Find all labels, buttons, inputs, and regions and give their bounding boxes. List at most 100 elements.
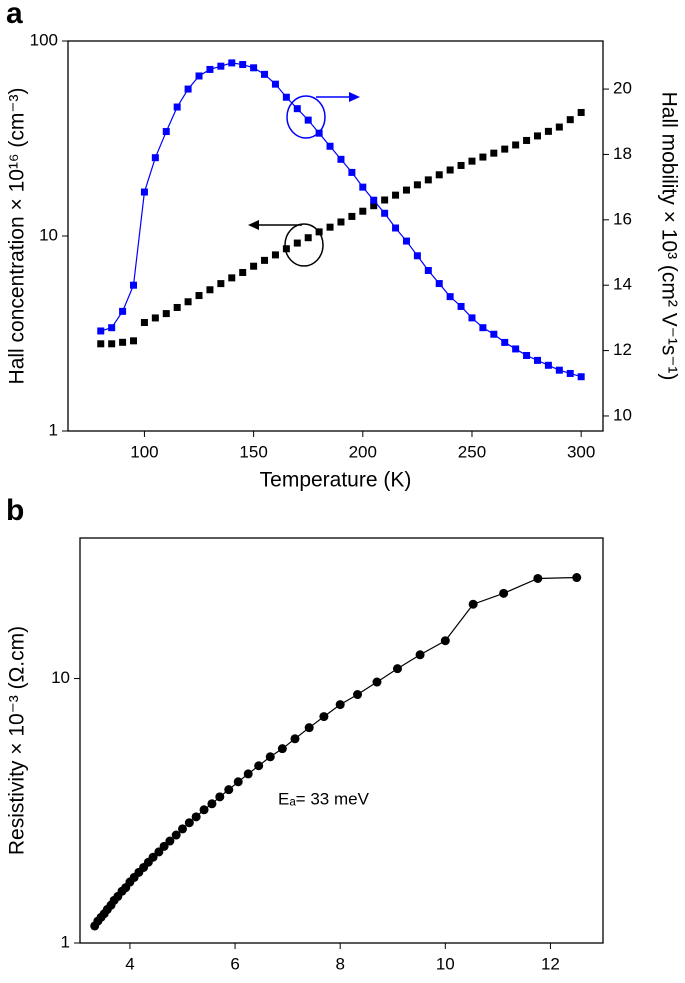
marker	[435, 171, 443, 179]
marker	[372, 677, 382, 687]
marker	[359, 207, 367, 215]
marker	[165, 836, 175, 846]
x-tick-label: 200	[349, 442, 377, 461]
marker	[119, 338, 127, 346]
marker	[108, 324, 116, 332]
marker	[523, 136, 531, 144]
plot-frame	[67, 40, 604, 432]
marker	[90, 921, 100, 931]
y-axis-label: Resistivity × 10⁻³ (Ω.cm)	[6, 626, 29, 855]
marker	[130, 281, 138, 289]
marker	[228, 59, 236, 67]
x-axis-label: 1000/T (K⁻¹)	[283, 981, 400, 983]
marker	[348, 168, 356, 176]
marker	[199, 805, 209, 815]
x-tick-label: 250	[458, 442, 486, 461]
y-tick-label: 100	[30, 30, 58, 49]
marker	[293, 239, 301, 247]
panel-label: a	[6, 0, 23, 30]
indicator-circle	[286, 95, 326, 139]
plot-frame	[79, 537, 604, 944]
marker	[415, 650, 425, 660]
marker	[304, 234, 312, 242]
marker	[402, 237, 410, 245]
marker	[381, 196, 389, 204]
marker	[140, 319, 148, 327]
panel-label: b	[6, 494, 24, 527]
marker	[348, 212, 356, 220]
marker	[207, 799, 217, 809]
marker	[140, 188, 148, 196]
marker	[499, 588, 509, 598]
marker	[335, 700, 345, 710]
marker	[468, 314, 476, 322]
marker	[413, 252, 421, 260]
marker	[206, 65, 214, 73]
y2-tick-label: 20	[613, 79, 632, 98]
marker	[195, 72, 203, 80]
marker	[392, 224, 400, 232]
marker	[108, 340, 116, 348]
y-tick-label: 1	[49, 420, 58, 439]
marker	[162, 310, 170, 318]
y2-axis-label: Hall mobility × 10³ (cm² V⁻¹s⁻¹)	[657, 92, 680, 381]
x-tick-label: 150	[239, 442, 267, 461]
x-tick-label: 8	[335, 954, 344, 973]
marker	[233, 777, 243, 787]
marker	[370, 202, 378, 210]
x-axis-label: Temperature (K)	[260, 469, 412, 492]
marker	[577, 373, 585, 381]
marker	[555, 123, 563, 131]
marker	[191, 812, 201, 822]
marker	[184, 298, 192, 306]
arrow-head	[248, 220, 259, 230]
x-tick-label: 4	[125, 954, 134, 973]
marker	[512, 141, 520, 149]
marker	[217, 62, 225, 70]
marker	[97, 340, 105, 348]
marker	[184, 818, 194, 828]
x-tick-label: 12	[541, 954, 560, 973]
marker	[228, 274, 236, 282]
marker	[97, 327, 105, 335]
marker	[440, 636, 450, 646]
marker	[572, 573, 582, 583]
marker	[392, 664, 402, 674]
marker	[195, 292, 203, 300]
y2-tick-label: 18	[613, 144, 632, 163]
marker	[337, 218, 345, 226]
marker	[337, 155, 345, 163]
marker	[243, 769, 253, 779]
marker	[533, 573, 543, 583]
marker	[566, 369, 574, 377]
marker	[265, 752, 275, 762]
marker	[261, 256, 269, 264]
marker	[501, 145, 509, 153]
marker	[177, 824, 187, 834]
marker	[457, 302, 465, 310]
annotation: Eₐ= 33 meV	[278, 789, 370, 808]
marker	[173, 303, 181, 311]
y2-tick-label: 14	[613, 275, 632, 294]
y2-tick-label: 12	[613, 340, 632, 359]
marker	[239, 61, 247, 69]
y-tick-label: 1	[61, 932, 70, 951]
marker	[370, 196, 378, 204]
marker	[271, 251, 279, 259]
marker	[304, 723, 314, 733]
marker	[119, 307, 127, 315]
x-tick-label: 6	[230, 954, 239, 973]
marker	[282, 93, 290, 101]
marker	[173, 103, 181, 111]
y-tick-label: 10	[51, 668, 70, 687]
marker	[151, 154, 159, 162]
x-tick-label: 10	[436, 954, 455, 973]
marker	[544, 127, 552, 135]
marker	[271, 80, 279, 88]
marker	[479, 324, 487, 332]
marker	[326, 223, 334, 231]
marker	[490, 330, 498, 338]
marker	[130, 337, 138, 345]
marker	[326, 142, 334, 150]
marker	[490, 149, 498, 157]
